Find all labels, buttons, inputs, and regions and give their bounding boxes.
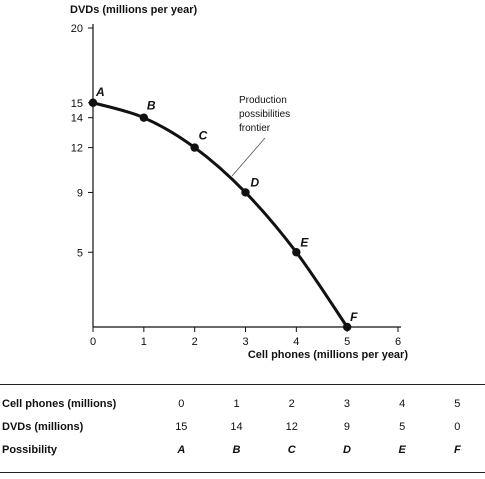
data-point bbox=[292, 248, 301, 257]
x-tick-label: 3 bbox=[242, 336, 248, 348]
row-label: DVDs (millions) bbox=[2, 420, 84, 433]
x-tick-label: 1 bbox=[141, 336, 147, 348]
table-cell: D bbox=[342, 443, 351, 456]
table-cell: 12 bbox=[285, 420, 298, 433]
annotation-line-3: frontier bbox=[239, 123, 271, 134]
table-cell: 2 bbox=[288, 397, 295, 410]
point-label: C bbox=[199, 129, 208, 143]
row-label: Cell phones (millions) bbox=[2, 397, 117, 410]
data-point bbox=[88, 98, 98, 107]
y-tick-label: 5 bbox=[77, 247, 83, 259]
data-point bbox=[342, 322, 352, 332]
y-tick-label: 20 bbox=[71, 23, 83, 35]
table-cell: 1 bbox=[233, 397, 240, 410]
x-tick-label: 2 bbox=[192, 336, 198, 348]
x-tick-label: 5 bbox=[344, 336, 350, 348]
table-cell: 5 bbox=[399, 420, 406, 433]
table-cell: 15 bbox=[175, 420, 188, 433]
x-tick-label: 0 bbox=[90, 336, 96, 348]
annotation-line-2: possibilities bbox=[239, 109, 290, 120]
x-tick-label: 6 bbox=[395, 336, 401, 348]
table-row: DVDs (millions) 15 14 12 9 5 0 bbox=[0, 415, 485, 438]
y-tick-label: 15 bbox=[71, 98, 83, 110]
x-tick-label: 4 bbox=[293, 336, 299, 348]
table-cell: F bbox=[454, 443, 461, 456]
annotation-line-1: Production bbox=[239, 95, 287, 106]
x-axis-title: Cell phones (millions per year) bbox=[248, 349, 408, 361]
annotation-leader-line bbox=[231, 137, 266, 177]
table-cell: C bbox=[287, 443, 296, 456]
row-label: Possibility bbox=[2, 443, 58, 456]
table-top-rule bbox=[0, 384, 485, 385]
table-cell: 0 bbox=[178, 397, 185, 410]
table-bottom-rule bbox=[0, 472, 485, 473]
frontier-curve-layer: A B C D E F bbox=[88, 85, 358, 332]
data-point bbox=[190, 143, 199, 152]
point-label: E bbox=[300, 235, 309, 249]
table-cell: B bbox=[232, 443, 241, 456]
table-cell: 5 bbox=[454, 397, 461, 410]
table-cell: 4 bbox=[399, 397, 406, 410]
frontier-annotation: Production possibilities frontier bbox=[231, 95, 290, 177]
table-cell: 3 bbox=[343, 397, 350, 410]
y-axis-title: DVDs (millions per year) bbox=[70, 4, 197, 16]
possibilities-table: Cell phones (millions) 0 1 2 3 4 5 DVDs … bbox=[0, 392, 485, 461]
point-label: B bbox=[147, 99, 156, 113]
table-cell: 9 bbox=[343, 420, 350, 433]
point-label: A bbox=[95, 85, 105, 99]
y-tick-label: 9 bbox=[77, 187, 83, 199]
data-point bbox=[139, 113, 149, 122]
table-cell: 0 bbox=[454, 420, 461, 433]
y-tick-label: 14 bbox=[71, 113, 83, 125]
y-tick-label: 12 bbox=[71, 143, 83, 155]
table-cell: A bbox=[177, 443, 186, 456]
frontier-curve bbox=[92, 101, 349, 328]
data-point bbox=[241, 188, 250, 197]
point-label: F bbox=[350, 310, 358, 324]
table-cell: E bbox=[398, 443, 406, 456]
point-label: D bbox=[251, 175, 260, 189]
table-cell: 14 bbox=[230, 420, 243, 433]
table-row: Cell phones (millions) 0 1 2 3 4 5 bbox=[0, 392, 485, 415]
table-row: Possibility A B C D E F bbox=[0, 438, 485, 461]
ppf-chart: DVDs (millions per year) Cell phones (mi… bbox=[70, 4, 408, 361]
